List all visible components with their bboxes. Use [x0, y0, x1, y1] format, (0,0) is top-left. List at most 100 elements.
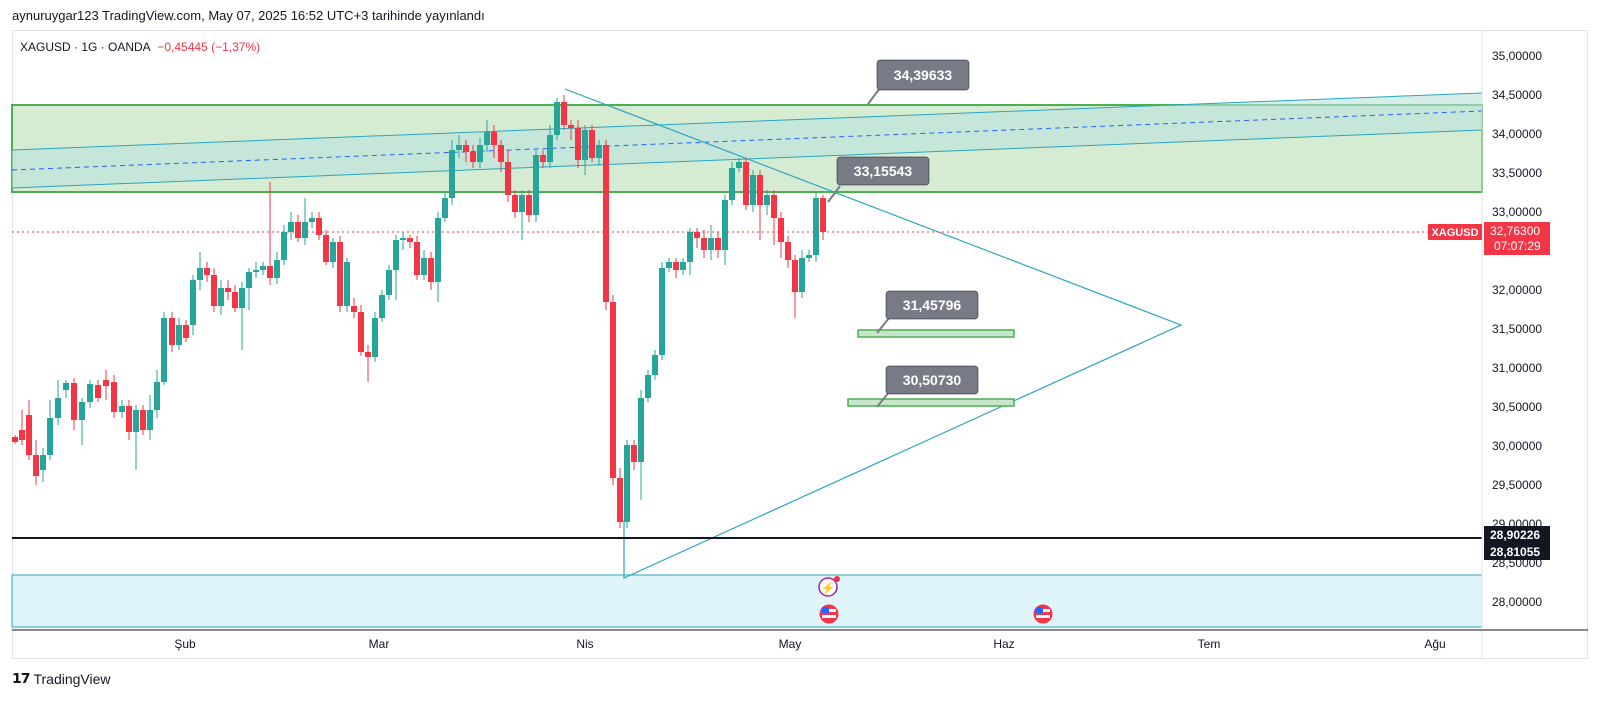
candle[interactable]	[40, 448, 46, 482]
candle[interactable]	[211, 268, 217, 312]
candle[interactable]	[103, 370, 109, 400]
candle[interactable]	[358, 305, 364, 356]
candle[interactable]	[484, 120, 490, 152]
candle[interactable]	[645, 370, 651, 402]
candle[interactable]	[673, 258, 679, 278]
candle[interactable]	[715, 232, 721, 258]
candle[interactable]	[680, 258, 686, 275]
candle[interactable]	[764, 190, 770, 215]
candle[interactable]	[589, 125, 595, 162]
candle[interactable]	[225, 280, 231, 300]
candle[interactable]	[547, 125, 553, 168]
candle[interactable]	[190, 275, 196, 335]
candle[interactable]	[813, 192, 819, 262]
symbol-legend[interactable]: XAGUSD · 1G · OANDA −0,45445 (−1,37%)	[20, 40, 260, 54]
candle[interactable]	[19, 410, 25, 445]
candle[interactable]	[295, 215, 301, 242]
candle[interactable]	[624, 440, 630, 528]
lightning-event-icon[interactable]: ⚡	[818, 576, 840, 597]
candle[interactable]	[386, 265, 392, 300]
candle[interactable]	[239, 282, 245, 350]
candle[interactable]	[750, 170, 756, 212]
candle[interactable]	[133, 405, 139, 470]
candle[interactable]	[400, 232, 406, 250]
candle[interactable]	[694, 228, 700, 248]
us-flag-icon[interactable]	[1033, 604, 1053, 624]
candle[interactable]	[729, 162, 735, 205]
candle[interactable]	[365, 345, 371, 382]
candle[interactable]	[33, 440, 39, 485]
candle[interactable]	[111, 375, 117, 418]
candle[interactable]	[687, 228, 693, 275]
candle[interactable]	[302, 198, 308, 245]
candle[interactable]	[792, 255, 798, 318]
candle[interactable]	[442, 192, 448, 222]
candle[interactable]	[63, 380, 69, 398]
candle[interactable]	[379, 290, 385, 322]
candle[interactable]	[771, 190, 777, 245]
candle[interactable]	[519, 190, 525, 240]
candle[interactable]	[414, 236, 420, 280]
candle[interactable]	[701, 230, 707, 258]
candle[interactable]	[757, 170, 763, 240]
candle[interactable]	[498, 140, 504, 172]
candle[interactable]	[596, 140, 602, 165]
candle[interactable]	[561, 95, 567, 130]
candle[interactable]	[603, 140, 609, 310]
candle[interactable]	[79, 398, 85, 445]
candle[interactable]	[736, 158, 742, 172]
chart-pane[interactable]	[12, 30, 1588, 659]
candle[interactable]	[806, 250, 812, 262]
candle[interactable]	[55, 380, 61, 425]
candle[interactable]	[309, 212, 315, 228]
candle[interactable]	[617, 468, 623, 528]
candle[interactable]	[323, 230, 329, 265]
candle[interactable]	[785, 236, 791, 268]
candle[interactable]	[344, 258, 350, 312]
candle[interactable]	[393, 235, 399, 300]
callout-3[interactable]: 31,45796	[876, 290, 979, 334]
candle[interactable]	[533, 150, 539, 222]
candle[interactable]	[470, 145, 476, 168]
candle[interactable]	[568, 120, 574, 140]
candle[interactable]	[351, 298, 357, 318]
candle[interactable]	[176, 318, 182, 350]
candle[interactable]	[526, 190, 532, 222]
candle[interactable]	[330, 238, 336, 268]
candle[interactable]	[554, 98, 560, 140]
callout-2[interactable]: 33,15543	[827, 156, 930, 203]
candle[interactable]	[288, 212, 294, 240]
candle[interactable]	[218, 280, 224, 315]
candle[interactable]	[119, 400, 125, 418]
callout-1[interactable]: 34,39633	[867, 59, 970, 105]
candle[interactable]	[161, 312, 167, 385]
candle[interactable]	[316, 212, 322, 240]
candle[interactable]	[575, 120, 581, 168]
candle[interactable]	[337, 236, 343, 312]
candle[interactable]	[87, 380, 93, 408]
candle[interactable]	[47, 400, 53, 460]
candle[interactable]	[449, 140, 455, 205]
candle[interactable]	[260, 262, 266, 275]
candle[interactable]	[652, 350, 658, 380]
candle[interactable]	[463, 140, 469, 162]
candle[interactable]	[71, 378, 77, 430]
candle[interactable]	[428, 252, 434, 290]
callout-4[interactable]: 30,50730	[876, 365, 979, 408]
candle[interactable]	[708, 225, 714, 260]
candle[interactable]	[26, 400, 32, 460]
candle[interactable]	[95, 380, 101, 402]
candle[interactable]	[140, 405, 146, 435]
candle[interactable]	[267, 182, 273, 285]
candle[interactable]	[183, 320, 189, 342]
candle[interactable]	[435, 212, 441, 302]
candle[interactable]	[799, 250, 805, 298]
candle[interactable]	[126, 400, 132, 440]
candle[interactable]	[743, 158, 749, 210]
candle[interactable]	[281, 225, 287, 265]
candle[interactable]	[582, 125, 588, 175]
candle[interactable]	[154, 370, 160, 418]
candle[interactable]	[232, 285, 238, 312]
candle[interactable]	[274, 252, 280, 284]
